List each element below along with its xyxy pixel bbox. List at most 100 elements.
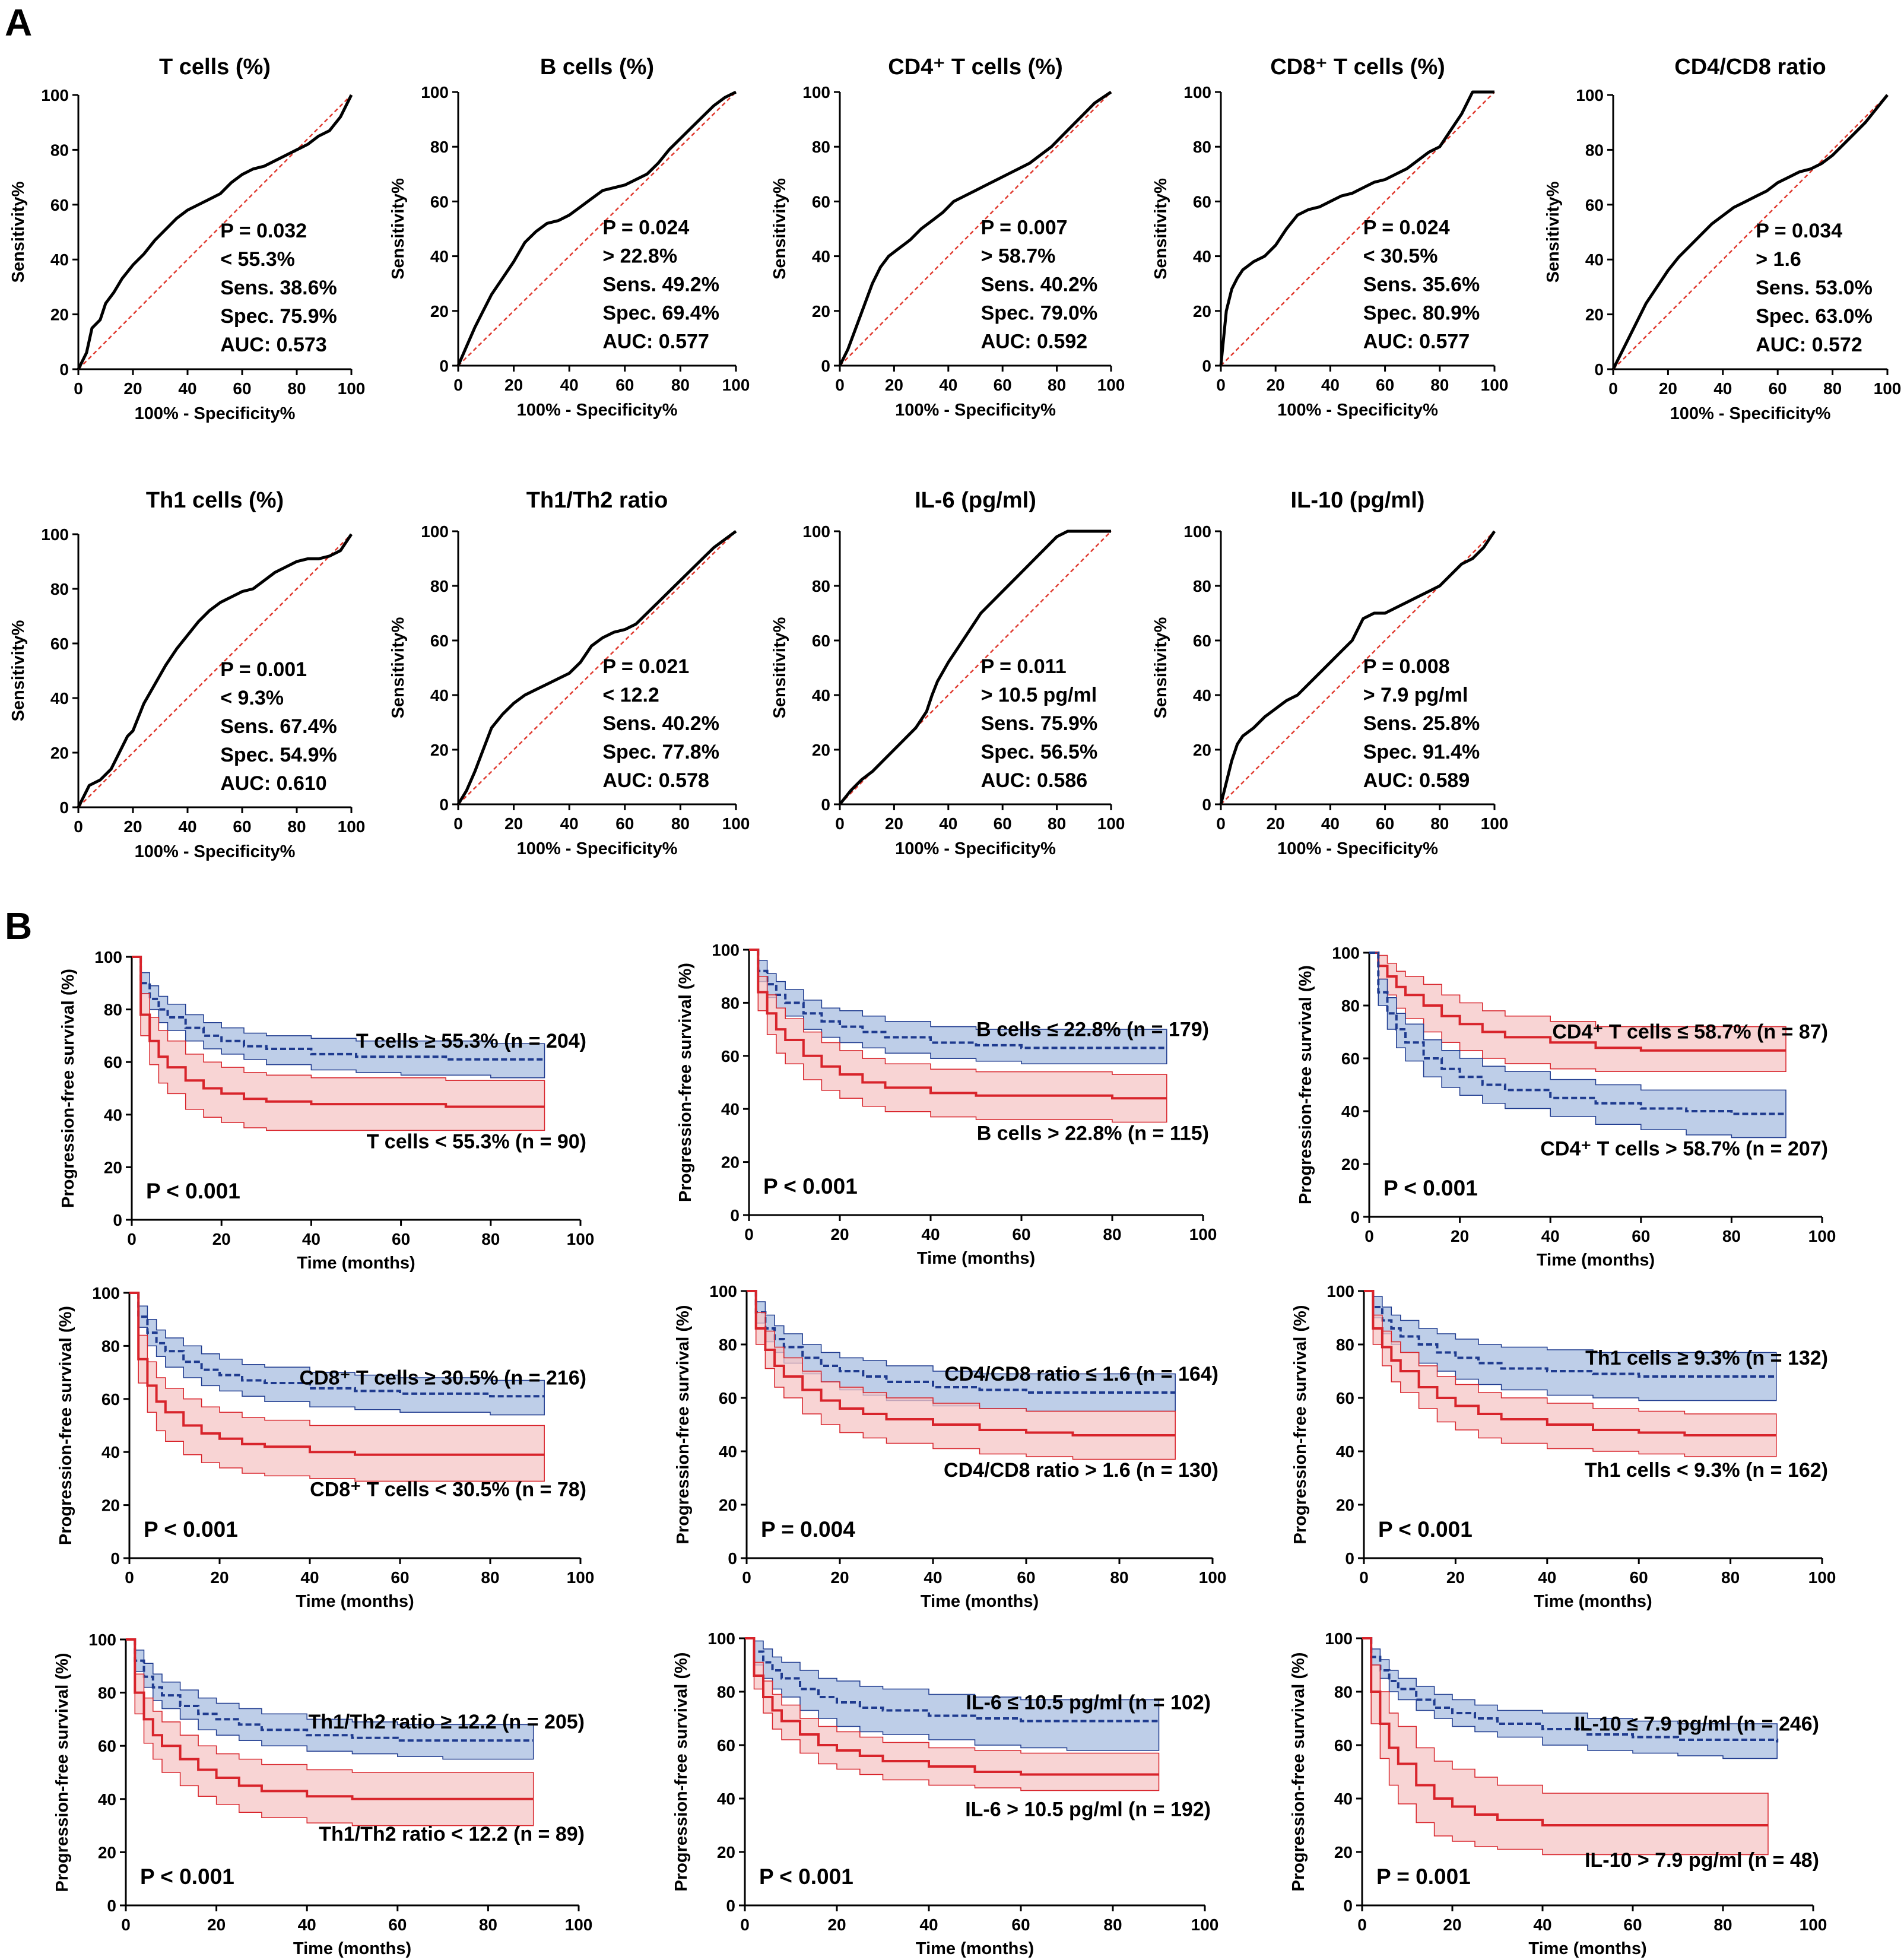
low-survival-curve: [1364, 1290, 1776, 1436]
group-label: B cells > 22.8% (n = 115): [977, 1122, 1209, 1144]
panel-label-b: B: [5, 905, 32, 947]
chart-title: IL-10 (pg/ml): [1291, 488, 1425, 513]
y-tick-label: 60: [1336, 1389, 1354, 1407]
x-tick-label: 100: [722, 376, 750, 394]
y-tick-label: 40: [50, 689, 69, 708]
stat-label: Sens. 53.0%: [1756, 277, 1873, 299]
y-tick-label: 80: [1193, 577, 1211, 595]
chart-title: Th1 cells (%): [146, 488, 284, 513]
reference-line: [78, 94, 352, 370]
stat-label: > 7.9 pg/ml: [1363, 684, 1468, 706]
x-axis-label: Time (months): [297, 1254, 415, 1273]
y-axis-label: Sensitivity%: [9, 181, 28, 283]
chart-1: 0 20 40 60 80 100 0 20 40 60 80 100 B cells (%) 100% …: [389, 55, 750, 420]
stat-label: AUC: 0.573: [220, 334, 327, 356]
x-axis-label: Time (months): [1528, 1939, 1646, 1958]
y-tick-label: 80: [1341, 997, 1360, 1015]
x-tick-label: 20: [1446, 1568, 1465, 1587]
y-axis-label: Sensitivity%: [1151, 617, 1170, 718]
chart-16: 0 20 40 60 80 100 0 20 40 60 80 100 Time (months) Pro…: [672, 1629, 1218, 1958]
group-label: Th1/Th2 ratio ≥ 12.2 (n = 205): [308, 1711, 585, 1733]
y-axis-label: Progression-free survival (%): [59, 969, 78, 1208]
x-tick-label: 100: [1808, 1568, 1836, 1587]
high-survival-curve: [749, 949, 1167, 1049]
stat-label: Spec. 54.9%: [220, 744, 337, 766]
y-tick-label: 20: [430, 741, 449, 759]
y-tick-label: 0: [110, 1549, 120, 1568]
y-tick-label: 0: [730, 1206, 740, 1225]
group-label: T cells ≥ 55.3% (n = 204): [356, 1030, 586, 1052]
x-axis-label: 100% - Specificity%: [895, 401, 1056, 420]
group-label: B cells ≤ 22.8% (n = 179): [976, 1018, 1209, 1041]
y-axis-label: Progression-free survival (%): [1296, 965, 1315, 1204]
stat-label: Spec. 77.8%: [602, 741, 719, 763]
low-survival-curve: [1369, 952, 1786, 1052]
stat-label: < 55.3%: [220, 248, 295, 271]
y-tick-label: 40: [812, 248, 830, 266]
low-confidence-band: [1362, 1638, 1769, 1856]
stat-label: Spec. 56.5%: [981, 741, 1098, 763]
high-confidence-band: [126, 1639, 534, 1760]
x-axis-label: 100% - Specificity%: [1277, 839, 1438, 858]
x-tick-label: 40: [1541, 1227, 1560, 1245]
stat-label: Spec. 69.4%: [602, 302, 719, 325]
y-tick-label: 40: [1193, 248, 1211, 266]
reference-line: [458, 531, 737, 805]
x-tick-label: 100: [722, 814, 750, 833]
y-tick-label: 0: [726, 1896, 735, 1915]
x-tick-label: 0: [740, 1915, 750, 1934]
y-tick-label: 60: [812, 632, 830, 650]
y-tick-label: 0: [1350, 1208, 1360, 1226]
y-tick-label: 100: [1332, 944, 1360, 962]
low-survival-curve: [749, 949, 1167, 1100]
y-axis-label: Progression-free survival (%): [676, 963, 695, 1202]
y-tick-label: 100: [41, 86, 69, 104]
x-axis-label: Time (months): [293, 1939, 411, 1958]
x-tick-label: 0: [744, 1225, 754, 1244]
y-tick-label: 60: [1341, 1049, 1360, 1068]
stat-label: Sens. 40.2%: [981, 274, 1098, 296]
y-axis-label: Progression-free survival (%): [1291, 1305, 1310, 1544]
high-survival-curve: [1362, 1637, 1779, 1743]
y-tick-label: 0: [821, 357, 830, 375]
chart-title: CD4⁺ T cells (%): [888, 55, 1063, 80]
y-tick-label: 40: [430, 686, 449, 705]
y-tick-label: 40: [1341, 1102, 1360, 1121]
x-axis-label: Time (months): [917, 1249, 1035, 1268]
y-tick-label: 40: [430, 248, 449, 266]
x-tick-label: 0: [1364, 1227, 1374, 1245]
stat-label: Sens. 35.6%: [1363, 274, 1480, 296]
y-tick-label: 80: [104, 1001, 122, 1019]
x-tick-label: 40: [178, 817, 196, 836]
x-tick-label: 60: [392, 1230, 410, 1248]
y-axis-label: Sensitivity%: [9, 620, 28, 721]
x-tick-label: 80: [1048, 814, 1066, 833]
reference-line: [1220, 91, 1495, 366]
y-tick-label: 0: [1202, 795, 1211, 814]
x-axis-label: 100% - Specificity%: [517, 839, 678, 858]
chart-17: 0 20 40 60 80 100 0 20 40 60 80 100 Time (months) Pro…: [1289, 1629, 1827, 1958]
x-tick-label: 40: [1533, 1915, 1551, 1934]
p-value-label: P = 0.032: [220, 220, 307, 242]
y-tick-label: 80: [50, 580, 69, 598]
p-value-label: P = 0.024: [602, 217, 689, 239]
x-axis-label: Time (months): [916, 1939, 1034, 1958]
stat-label: AUC: 0.578: [602, 769, 709, 792]
x-axis-label: Time (months): [1537, 1251, 1655, 1270]
high-survival-curve: [126, 1638, 534, 1742]
y-axis-label: Progression-free survival (%): [53, 1653, 72, 1892]
y-tick-label: 0: [439, 357, 449, 375]
y-tick-label: 20: [430, 302, 449, 321]
y-tick-label: 80: [717, 1683, 735, 1701]
x-tick-label: 80: [287, 379, 306, 398]
x-tick-label: 60: [615, 814, 634, 833]
y-tick-label: 60: [1193, 192, 1211, 211]
chart-8: 0 20 40 60 80 100 0 20 40 60 80 100 IL-10 (pg/ml) 100…: [1151, 488, 1508, 858]
y-tick-label: 20: [98, 1843, 116, 1861]
low-confidence-band: [747, 1290, 1176, 1460]
y-tick-label: 80: [1585, 141, 1604, 159]
chart-15: 0 20 40 60 80 100 0 20 40 60 80 100 Time (months) Pro…: [53, 1631, 592, 1958]
reference-line: [78, 534, 352, 808]
group-label: Th1 cells ≥ 9.3% (n = 132): [1585, 1347, 1828, 1369]
y-tick-label: 40: [104, 1106, 122, 1124]
